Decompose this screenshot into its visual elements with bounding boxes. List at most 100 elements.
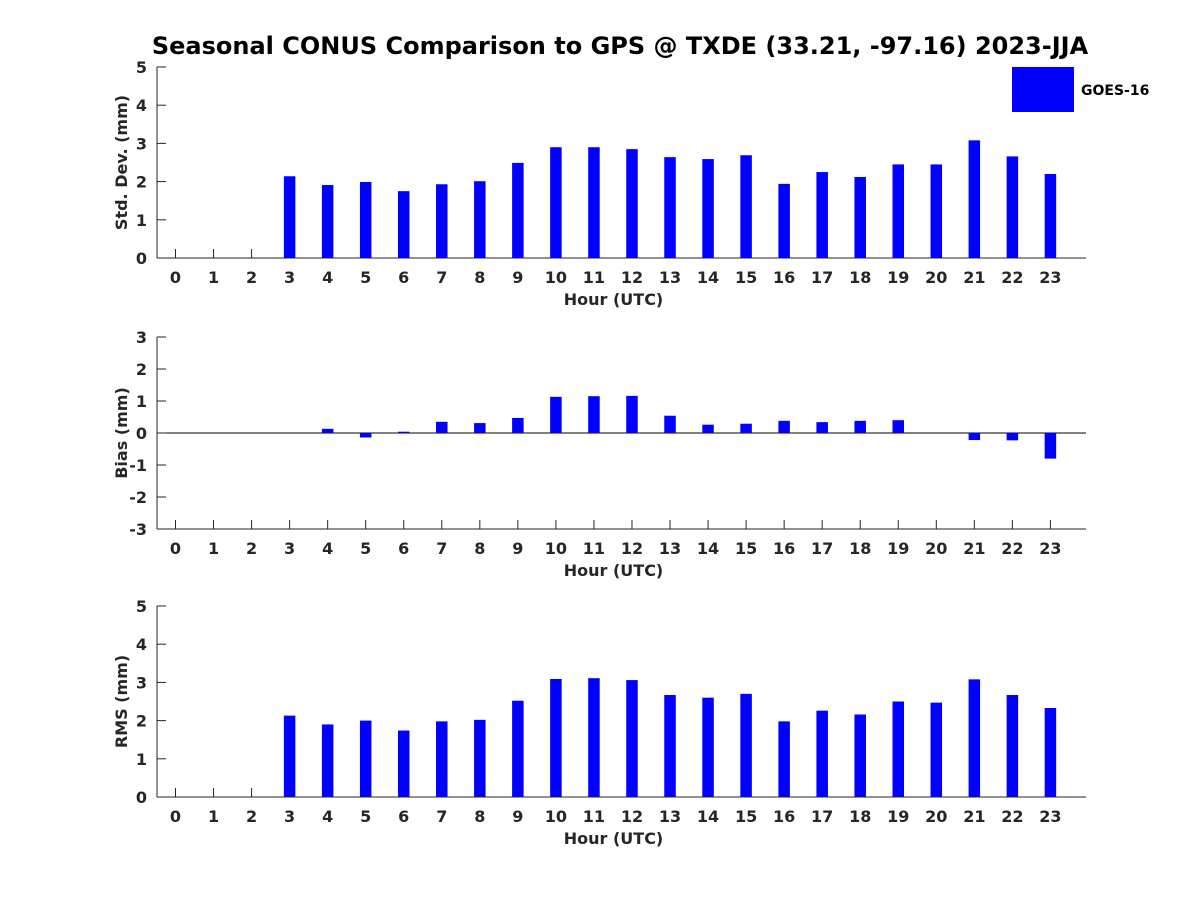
y-axis-label: Bias (mm) — [112, 387, 131, 479]
bar — [512, 417, 524, 433]
bar — [550, 396, 562, 433]
y-tick-label: 4 — [136, 635, 147, 654]
x-tick-label: 4 — [322, 268, 333, 287]
bar — [892, 420, 905, 433]
bar — [664, 157, 676, 258]
x-tick-label: 16 — [773, 807, 795, 826]
bar — [816, 172, 828, 258]
x-tick-label: 0 — [170, 268, 181, 287]
x-tick-label: 15 — [735, 268, 757, 287]
bar — [321, 724, 334, 797]
bar — [1006, 156, 1019, 258]
x-tick-label: 16 — [773, 539, 795, 558]
x-tick-label: 14 — [697, 807, 719, 826]
bar — [740, 423, 752, 433]
bar — [664, 415, 676, 433]
bar — [854, 714, 866, 797]
bar — [626, 149, 638, 258]
x-tick-label: 3 — [284, 807, 295, 826]
y-tick-label: -1 — [129, 456, 147, 475]
bar — [892, 701, 905, 797]
y-tick-label: 5 — [136, 58, 147, 77]
bar — [854, 420, 866, 433]
bar — [436, 184, 448, 258]
x-axis-label: Hour (UTC) — [564, 290, 664, 309]
bar — [778, 721, 790, 797]
x-tick-label: 1 — [208, 807, 219, 826]
x-tick-label: 15 — [735, 539, 757, 558]
x-tick-label: 4 — [322, 807, 333, 826]
x-tick-label: 22 — [1001, 268, 1023, 287]
bar — [474, 181, 486, 258]
legend-swatch — [1012, 67, 1074, 112]
y-tick-label: 2 — [136, 173, 147, 192]
y-tick-label: 2 — [136, 712, 147, 731]
x-tick-label: 21 — [963, 539, 985, 558]
bar — [1044, 707, 1057, 797]
x-tick-label: 18 — [849, 807, 871, 826]
y-tick-label: 0 — [136, 788, 147, 807]
bar — [359, 720, 372, 797]
x-tick-label: 13 — [659, 539, 681, 558]
x-tick-label: 10 — [545, 539, 567, 558]
bar — [816, 710, 828, 797]
bar — [702, 424, 714, 433]
x-tick-label: 3 — [284, 539, 295, 558]
bar — [397, 431, 410, 433]
bar — [359, 433, 372, 438]
x-tick-label: 15 — [735, 807, 757, 826]
y-tick-label: 3 — [136, 134, 147, 153]
x-tick-label: 19 — [887, 807, 909, 826]
bar — [968, 140, 981, 258]
x-tick-label: 8 — [474, 807, 485, 826]
x-tick-label: 22 — [1001, 807, 1023, 826]
x-tick-label: 14 — [697, 268, 719, 287]
bar — [588, 396, 600, 433]
bar — [626, 395, 638, 433]
bar — [550, 678, 562, 797]
bar — [588, 147, 600, 258]
bar — [283, 176, 296, 258]
bar — [1044, 433, 1057, 459]
x-tick-label: 11 — [583, 268, 605, 287]
x-tick-label: 0 — [170, 807, 181, 826]
x-tick-label: 21 — [963, 268, 985, 287]
y-tick-label: 4 — [136, 96, 147, 115]
x-tick-label: 21 — [963, 807, 985, 826]
x-tick-label: 19 — [887, 268, 909, 287]
y-tick-label: 3 — [136, 328, 147, 347]
x-tick-label: 17 — [811, 807, 833, 826]
bar — [968, 433, 981, 441]
chart-title: Seasonal CONUS Comparison to GPS @ TXDE … — [152, 32, 1089, 60]
y-tick-label: 0 — [136, 249, 147, 268]
bar — [397, 191, 410, 258]
x-tick-label: 18 — [849, 268, 871, 287]
x-tick-label: 16 — [773, 268, 795, 287]
x-tick-label: 10 — [545, 268, 567, 287]
y-axis-label: RMS (mm) — [112, 655, 131, 748]
x-tick-label: 13 — [659, 268, 681, 287]
y-tick-label: 1 — [136, 750, 147, 769]
x-tick-label: 8 — [474, 539, 485, 558]
x-tick-label: 9 — [512, 268, 523, 287]
x-tick-label: 20 — [925, 539, 947, 558]
x-tick-label: 5 — [360, 268, 371, 287]
y-tick-label: 1 — [136, 211, 147, 230]
x-tick-label: 7 — [436, 539, 447, 558]
x-tick-label: 2 — [246, 807, 257, 826]
bar — [854, 177, 866, 258]
y-axis-label: Std. Dev. (mm) — [112, 95, 131, 230]
x-tick-label: 4 — [322, 539, 333, 558]
bar — [359, 181, 372, 258]
bar — [702, 159, 714, 258]
y-tick-label: 3 — [136, 673, 147, 692]
x-tick-label: 8 — [474, 268, 485, 287]
bar — [1006, 695, 1019, 797]
x-tick-label: 23 — [1039, 807, 1061, 826]
bar — [321, 185, 334, 258]
